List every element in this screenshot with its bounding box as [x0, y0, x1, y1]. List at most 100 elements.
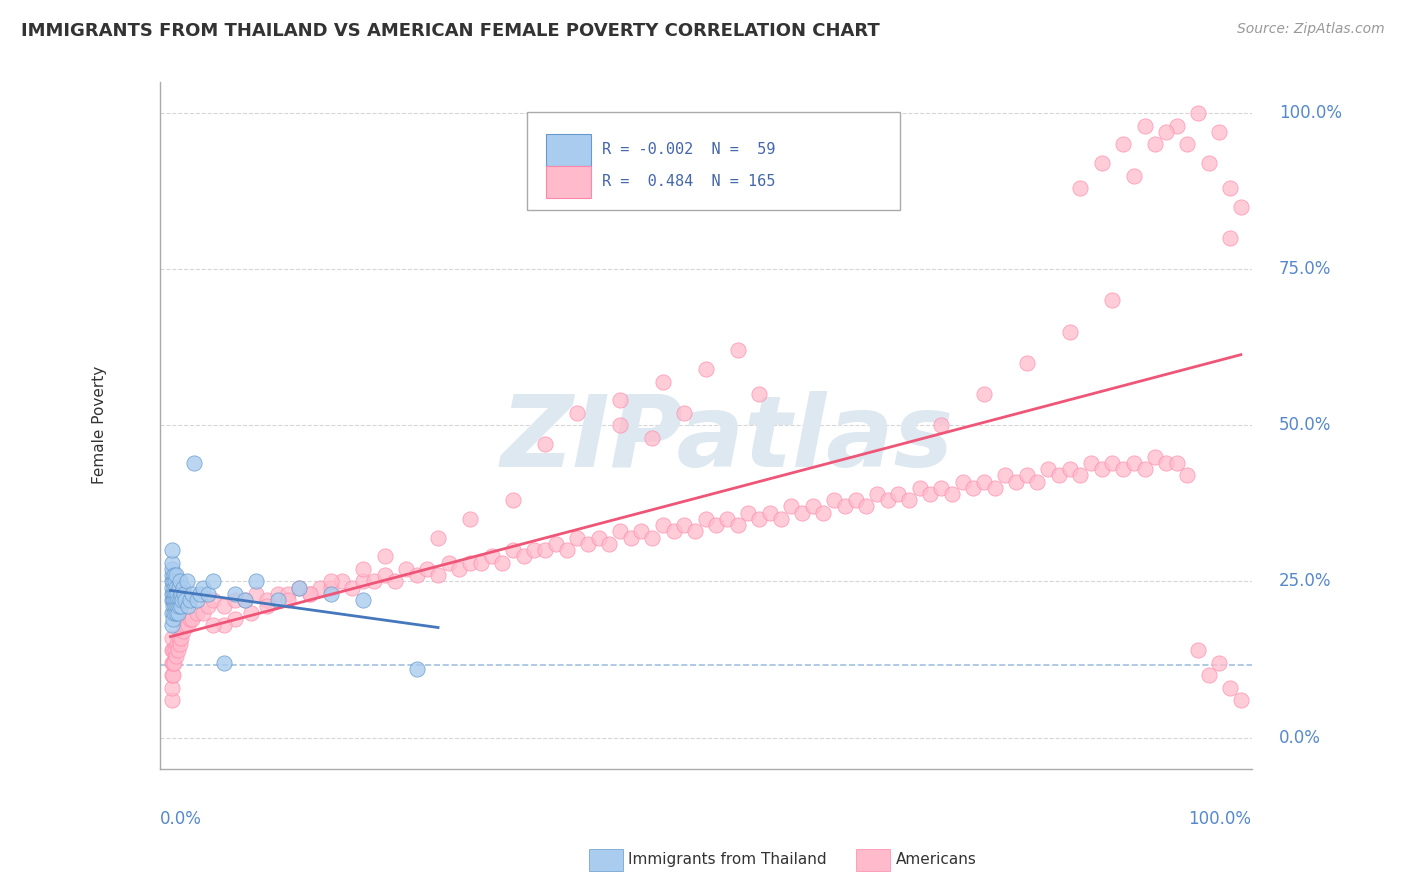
- Point: [427, 568, 450, 582]
- Point: [1175, 137, 1198, 152]
- Point: [920, 487, 942, 501]
- Point: [288, 581, 311, 595]
- Point: [163, 643, 186, 657]
- Point: [534, 437, 557, 451]
- Point: [1038, 462, 1060, 476]
- Point: [1187, 106, 1209, 120]
- Point: [876, 493, 898, 508]
- Point: [169, 637, 191, 651]
- Point: [277, 593, 299, 607]
- Point: [245, 587, 267, 601]
- Point: [342, 581, 364, 595]
- Point: [962, 481, 984, 495]
- Point: [266, 587, 288, 601]
- Text: 50.0%: 50.0%: [1279, 417, 1331, 434]
- Point: [1144, 137, 1167, 152]
- Point: [235, 593, 257, 607]
- Point: [523, 543, 546, 558]
- Point: [183, 456, 205, 470]
- Point: [256, 593, 278, 607]
- Text: Immigrants from Thailand: Immigrants from Thailand: [628, 853, 827, 867]
- Point: [266, 593, 288, 607]
- Text: Source: ZipAtlas.com: Source: ZipAtlas.com: [1237, 22, 1385, 37]
- Point: [790, 506, 813, 520]
- Point: [167, 593, 190, 607]
- Point: [641, 431, 664, 445]
- Text: ZIPatlas: ZIPatlas: [501, 391, 955, 488]
- Point: [759, 506, 782, 520]
- Point: [169, 593, 191, 607]
- Point: [319, 574, 342, 589]
- Point: [941, 487, 963, 501]
- Point: [630, 524, 652, 539]
- Point: [170, 587, 193, 601]
- Point: [163, 599, 186, 614]
- Point: [160, 581, 183, 595]
- Point: [176, 618, 198, 632]
- Text: 0.0%: 0.0%: [160, 810, 201, 828]
- Point: [1219, 181, 1241, 195]
- Point: [163, 581, 186, 595]
- Point: [780, 500, 803, 514]
- Point: [470, 556, 492, 570]
- Point: [598, 537, 620, 551]
- Point: [1026, 475, 1049, 489]
- Point: [166, 587, 188, 601]
- Point: [288, 581, 311, 595]
- Point: [748, 387, 770, 401]
- Point: [609, 393, 631, 408]
- Point: [1208, 656, 1230, 670]
- Point: [256, 599, 278, 614]
- Point: [167, 599, 190, 614]
- Point: [160, 568, 183, 582]
- Point: [172, 593, 194, 607]
- Point: [160, 618, 183, 632]
- Point: [245, 574, 267, 589]
- Point: [567, 531, 589, 545]
- Point: [160, 668, 183, 682]
- Point: [165, 581, 187, 595]
- Point: [855, 500, 877, 514]
- Point: [363, 574, 385, 589]
- Point: [162, 643, 184, 657]
- Point: [609, 524, 631, 539]
- Point: [1198, 668, 1220, 682]
- Point: [866, 487, 889, 501]
- Point: [1059, 462, 1081, 476]
- Point: [160, 556, 183, 570]
- Point: [319, 587, 342, 601]
- Point: [212, 618, 235, 632]
- Point: [1069, 468, 1091, 483]
- Point: [512, 549, 534, 564]
- Text: Female Poverty: Female Poverty: [93, 367, 107, 484]
- Point: [481, 549, 503, 564]
- Point: [190, 587, 212, 601]
- Point: [952, 475, 974, 489]
- Point: [165, 606, 187, 620]
- Point: [186, 606, 208, 620]
- Point: [651, 518, 673, 533]
- Point: [163, 587, 186, 601]
- Point: [179, 612, 201, 626]
- Point: [983, 481, 1005, 495]
- Point: [683, 524, 706, 539]
- Point: [823, 493, 845, 508]
- Point: [162, 574, 184, 589]
- Point: [167, 631, 190, 645]
- Point: [167, 643, 190, 657]
- Point: [1091, 156, 1114, 170]
- Point: [555, 543, 578, 558]
- Text: Americans: Americans: [896, 853, 977, 867]
- Text: IMMIGRANTS FROM THAILAND VS AMERICAN FEMALE POVERTY CORRELATION CHART: IMMIGRANTS FROM THAILAND VS AMERICAN FEM…: [21, 22, 880, 40]
- Point: [162, 612, 184, 626]
- Point: [373, 568, 395, 582]
- Point: [898, 493, 921, 508]
- Point: [170, 599, 193, 614]
- Point: [1187, 643, 1209, 657]
- Point: [202, 618, 225, 632]
- Point: [224, 593, 246, 607]
- Point: [534, 543, 557, 558]
- Point: [330, 574, 353, 589]
- Point: [1154, 456, 1177, 470]
- Point: [352, 562, 374, 576]
